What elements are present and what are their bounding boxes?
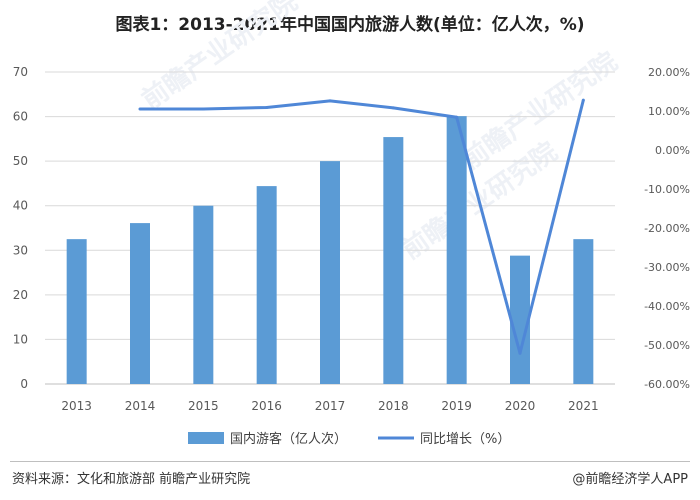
left-tick-label: 70 (13, 65, 28, 79)
line-point (138, 107, 142, 111)
bar (446, 116, 467, 384)
right-axis: -60.00% -50.00% -40.00% -30.00% -20.00% -10.0… (644, 66, 690, 391)
x-tick-label: 2021 (568, 399, 599, 413)
x-tick-label: 2019 (441, 399, 472, 413)
x-tick-label: 2015 (188, 399, 219, 413)
bar (573, 239, 594, 384)
line-point (265, 105, 269, 109)
left-tick-label: 0 (20, 377, 28, 391)
line-point (581, 98, 585, 102)
legend-bar-swatch (188, 432, 224, 444)
brand-credit: @前瞻经济学人APP (572, 472, 688, 487)
x-tick-label: 2017 (315, 399, 346, 413)
right-tick-label: -30.00% (644, 261, 690, 274)
right-tick-label: -60.00% (644, 378, 690, 391)
line-point (518, 351, 522, 355)
line-series (138, 98, 585, 355)
left-tick-label: 10 (13, 332, 28, 346)
source-note: 资料来源：文化和旅游部 前瞻产业研究院 (12, 472, 251, 487)
bar (383, 137, 404, 384)
x-tick-label: 2020 (505, 399, 536, 413)
line-point (391, 106, 395, 110)
legend: 国内游客（亿人次） 同比增长（%） (188, 431, 510, 447)
x-tick-label: 2018 (378, 399, 409, 413)
legend-bar-label: 国内游客（亿人次） (230, 431, 347, 447)
left-tick-label: 50 (13, 154, 28, 168)
left-tick-label: 60 (13, 110, 28, 124)
right-tick-label: 10.00% (648, 105, 690, 118)
line-point (328, 99, 332, 103)
right-tick-label: -10.00% (644, 183, 690, 196)
chart-title: 图表1：2013-2021年中国国内旅游人数(单位：亿人次，%) (115, 15, 585, 35)
bar-series (66, 116, 594, 384)
x-tick-label: 2016 (251, 399, 282, 413)
left-axis: 0 10 20 30 40 50 60 70 (13, 65, 28, 391)
bar (320, 161, 340, 384)
left-tick-label: 30 (13, 243, 28, 257)
right-tick-label: -50.00% (644, 339, 690, 352)
x-tick-label: 2014 (125, 399, 156, 413)
watermark-text: 前瞻产业研究院 (136, 0, 303, 116)
bar (130, 223, 150, 384)
right-tick-label: -40.00% (644, 300, 690, 313)
footer-divider (10, 461, 690, 462)
right-tick-label: -20.00% (644, 222, 690, 235)
left-tick-label: 40 (13, 199, 28, 213)
bar (256, 186, 277, 384)
line-point (201, 107, 205, 111)
bar (66, 239, 87, 384)
legend-line-label: 同比增长（%） (420, 432, 510, 447)
x-axis: 2013 2014 2015 2016 2017 2018 2019 2020 2021 (61, 399, 598, 413)
x-tick-label: 2013 (61, 399, 92, 413)
bar (510, 255, 530, 384)
right-tick-label: 0.00% (655, 144, 690, 157)
line-point (455, 115, 459, 119)
left-tick-label: 20 (13, 288, 28, 302)
growth-line (140, 99, 585, 355)
right-tick-label: 20.00% (648, 66, 690, 79)
bar (193, 205, 214, 384)
